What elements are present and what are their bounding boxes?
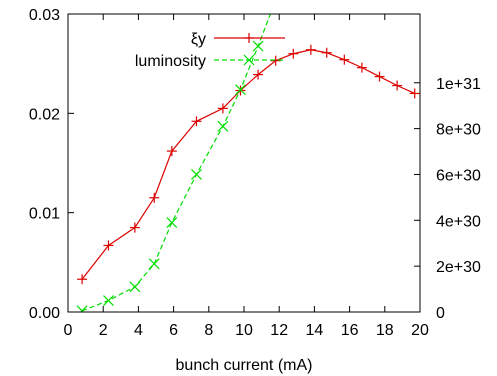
axis-ticks [67, 13, 421, 313]
data-point [270, 55, 281, 66]
data-point-d2 [235, 84, 246, 96]
data-point [76, 305, 88, 312]
x-tick-label: 16 [341, 322, 359, 339]
data-point [271, 0, 281, 5]
data-point-d2 [103, 295, 114, 306]
y-left-tick-labels: 0.00 0.01 0.02 0.03 [29, 7, 60, 322]
y-left-tick-label: 0.02 [29, 106, 60, 123]
legend-swatch-marker-d2 [243, 54, 255, 66]
y-right-tick-label: 0 [436, 305, 445, 322]
legend-label: ξy [191, 31, 206, 48]
data-point [305, 44, 316, 55]
series-1 [76, 0, 281, 312]
data-point [409, 88, 420, 99]
y-right-tick-label: 2e+30 [436, 259, 481, 276]
x-tick-label: 20 [411, 322, 429, 339]
y-left-tick-label: 0.01 [29, 206, 60, 223]
data-point [288, 48, 299, 59]
data-point [217, 103, 228, 114]
data-point [356, 62, 367, 73]
x-tick-label: 18 [376, 322, 394, 339]
legend-label: luminosity [135, 53, 206, 70]
x-tick-label: 10 [235, 322, 253, 339]
data-point [166, 217, 178, 229]
x-tick-label: 14 [306, 322, 324, 339]
y-right-tick-label: 8e+30 [436, 122, 481, 139]
data-point [235, 84, 246, 96]
y-right-tick-labels: 0 2e+30 4e+30 6e+30 8e+30 1e+31 [436, 76, 481, 322]
data-point-d2 [191, 169, 202, 180]
x-axis-label: bunch current (mA) [176, 357, 313, 374]
y-left-tick-label: 0.00 [29, 305, 60, 322]
legend-swatch-marker [244, 33, 254, 43]
data-point [191, 116, 202, 127]
legend: ξy luminosity [135, 31, 285, 70]
data-point [77, 274, 88, 285]
data-point [129, 222, 140, 233]
data-point [103, 295, 114, 306]
data-point-d2 [252, 40, 264, 52]
data-point [217, 120, 229, 132]
legend-swatch-marker [243, 54, 255, 66]
y-right-tick-label: 4e+30 [436, 213, 481, 230]
data-point-d2 [148, 258, 160, 270]
data-point [103, 240, 114, 251]
data-point-d2 [80, 305, 88, 312]
series-line [81, 14, 272, 312]
x-tick-labels: 0 2 4 6 8 10 12 14 16 18 20 [64, 322, 429, 339]
x-tick-label: 6 [169, 322, 178, 339]
data-point [166, 146, 177, 157]
y-left-tick-label: 0.03 [29, 7, 60, 24]
x-tick-label: 4 [134, 322, 143, 339]
data-point [321, 47, 332, 58]
data-point [392, 80, 403, 91]
data-point [339, 54, 350, 65]
data-point [148, 258, 160, 270]
x-tick-label: 12 [270, 322, 288, 339]
data-point [191, 169, 202, 180]
x-tick-label: 0 [64, 322, 73, 339]
data-point-d2 [166, 217, 178, 229]
series-line [81, 49, 415, 280]
data-point-d1 [271, 0, 281, 5]
data-point [149, 192, 160, 203]
x-tick-label: 8 [204, 322, 213, 339]
data-point [129, 281, 141, 293]
data-point [253, 69, 264, 80]
data-point-d2 [217, 120, 229, 132]
data-point [252, 40, 264, 52]
y-right-tick-label: 1e+31 [436, 76, 481, 93]
y-right-tick-label: 6e+30 [436, 167, 481, 184]
data-point [374, 71, 385, 82]
plot-frame [67, 13, 421, 313]
series-layer [76, 0, 420, 312]
data-point-d2 [271, 0, 281, 5]
series-0 [77, 44, 420, 285]
data-point-d2 [129, 281, 141, 293]
x-tick-label: 2 [99, 322, 108, 339]
